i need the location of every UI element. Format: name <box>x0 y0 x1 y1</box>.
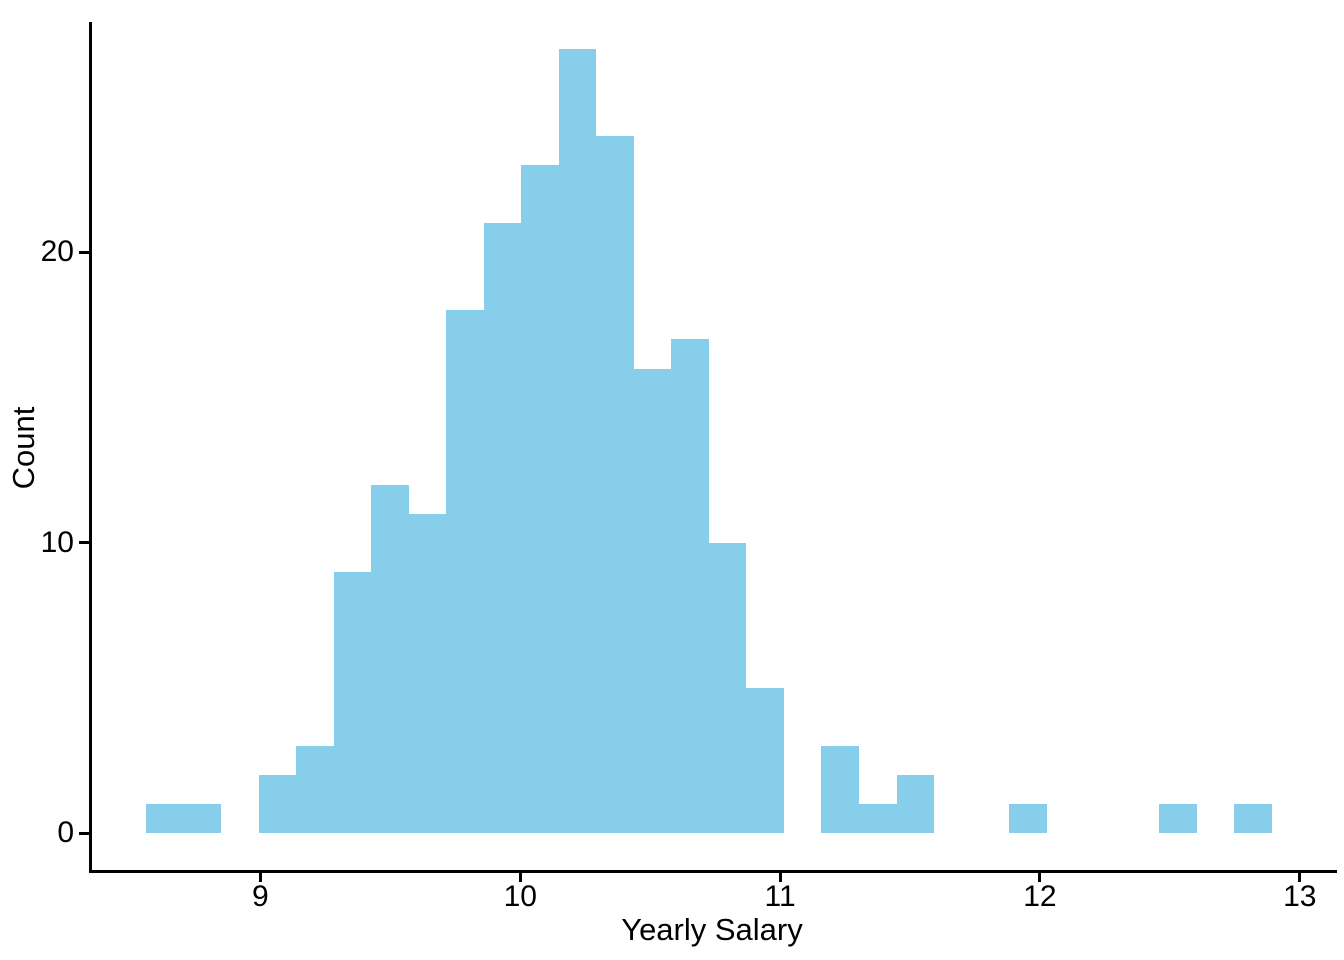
histogram-bar <box>821 746 859 834</box>
histogram-bar <box>671 339 709 834</box>
x-tick-label: 13 <box>1283 880 1317 913</box>
y-tick-mark <box>79 541 89 545</box>
y-tick-label: 10 <box>40 525 74 559</box>
x-tick-label: 10 <box>503 880 537 913</box>
histogram-bar <box>558 48 597 834</box>
histogram-bar <box>258 775 297 834</box>
y-axis-line <box>88 22 92 873</box>
histogram-bar <box>483 223 522 834</box>
y-tick-mark <box>79 831 89 835</box>
histogram-bar <box>1159 804 1197 834</box>
x-axis-line <box>88 870 1337 873</box>
x-tick-label: 12 <box>1023 880 1057 913</box>
histogram-bar <box>896 775 935 834</box>
histogram-bar <box>146 804 184 834</box>
histogram-bar <box>746 688 784 834</box>
histogram-bar <box>183 804 222 834</box>
histogram-bar <box>596 136 634 834</box>
x-tick-label: 9 <box>252 880 269 913</box>
y-tick-mark <box>79 250 89 254</box>
histogram-bar <box>408 513 447 834</box>
histogram-bar <box>521 165 559 834</box>
x-tick-mark <box>1298 873 1302 882</box>
x-tick-mark <box>1038 873 1042 882</box>
histogram-bar <box>371 484 409 834</box>
x-tick-mark <box>518 873 522 882</box>
y-axis-title: Count <box>6 406 41 490</box>
histogram-bar <box>333 571 372 834</box>
x-axis-title: Yearly Salary <box>621 912 803 947</box>
histogram-bar <box>446 310 484 834</box>
histogram-bar <box>858 804 897 834</box>
x-tick-mark <box>258 873 262 882</box>
y-tick-label: 20 <box>40 235 74 269</box>
histogram-bar <box>633 368 672 834</box>
histogram-bar <box>708 542 747 834</box>
histogram-bar <box>1234 804 1272 834</box>
histogram-bar <box>1009 804 1047 834</box>
y-tick-label: 0 <box>57 816 74 850</box>
x-tick-label: 11 <box>764 880 796 913</box>
histogram-bar <box>296 746 334 834</box>
x-tick-mark <box>778 873 782 882</box>
